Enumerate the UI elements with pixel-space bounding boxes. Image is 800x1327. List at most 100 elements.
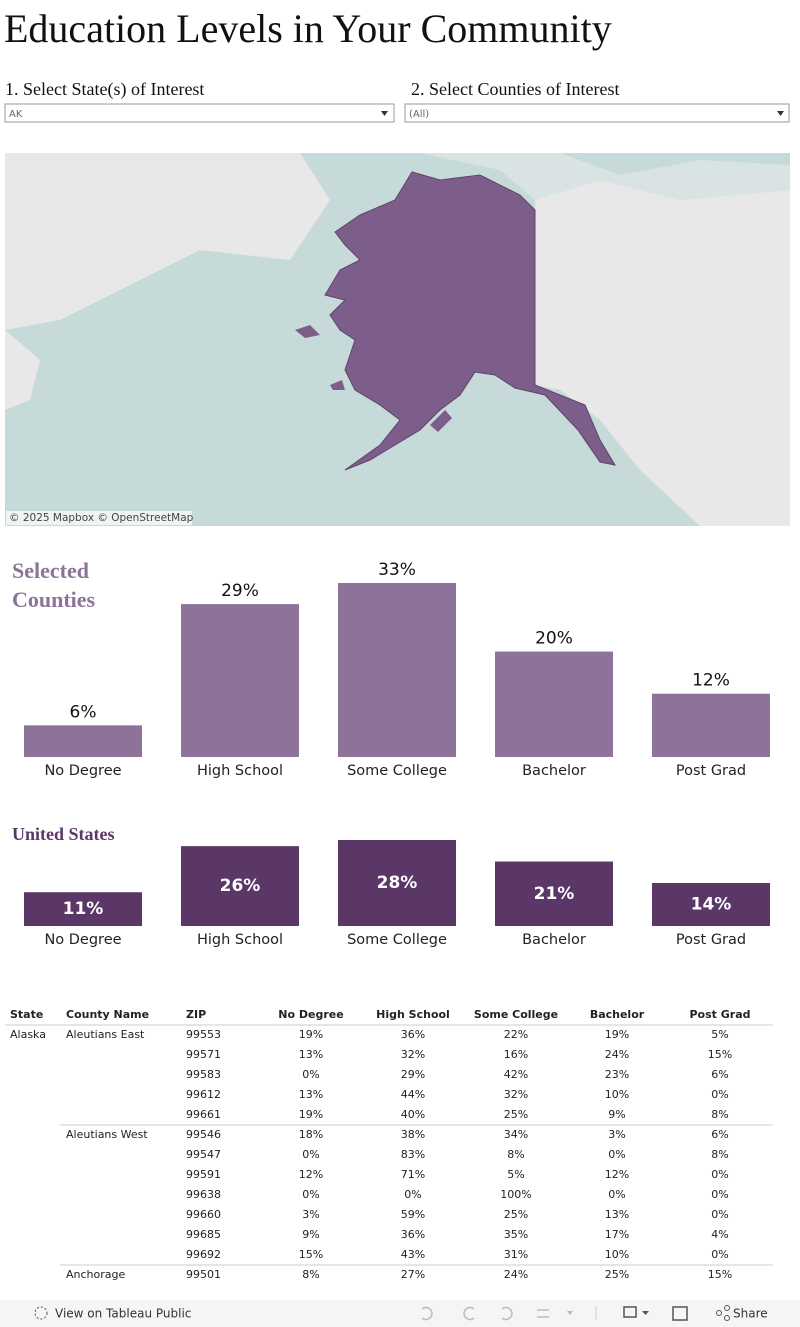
table-cell: 40%	[401, 1108, 425, 1121]
menu-arrow[interactable]	[567, 1311, 573, 1315]
table-cell: 35%	[504, 1228, 528, 1241]
value-label: 14%	[691, 895, 732, 915]
dropdown-arrow[interactable]	[381, 111, 388, 116]
table-cell: 10%	[605, 1088, 629, 1101]
table-cell: 99685	[186, 1228, 221, 1241]
table-cell: 0%	[404, 1188, 421, 1201]
map-region[interactable]	[295, 325, 320, 338]
bar	[338, 583, 456, 757]
dropdown[interactable]: AK	[4, 103, 395, 123]
value-label: 20%	[535, 629, 573, 649]
table-cell: 44%	[401, 1088, 425, 1101]
table-cell: 0%	[711, 1088, 728, 1101]
table-cell: 25%	[504, 1108, 528, 1121]
dropdown-box[interactable]	[404, 103, 790, 123]
bar	[338, 840, 456, 926]
bar	[652, 693, 770, 757]
table-cell: 8%	[507, 1148, 524, 1161]
charts: Selected Counties 6% No Degree 29% High Scho…	[12, 558, 770, 948]
table-cell: 6%	[711, 1128, 728, 1141]
table-cell: 99571	[186, 1048, 221, 1061]
table-cell: 5%	[507, 1168, 524, 1181]
table-cell: 8%	[711, 1108, 728, 1121]
table-cell: 29%	[401, 1068, 425, 1081]
bar	[181, 604, 299, 757]
download-icon[interactable]	[623, 1306, 637, 1318]
map-region[interactable]	[430, 410, 452, 432]
table-cell: 13%	[299, 1048, 323, 1061]
table-cell: 9%	[608, 1108, 625, 1121]
table-cell: 0%	[711, 1208, 728, 1221]
dropdown-arrow[interactable]	[777, 111, 784, 116]
category-label: Post Grad	[676, 763, 746, 779]
dropdown-value[interactable]: AK	[9, 109, 23, 120]
share-icon[interactable]	[724, 1315, 730, 1321]
table-cell: 0%	[302, 1188, 319, 1201]
state-cell: Alaska	[10, 1028, 46, 1041]
table-cell: 71%	[401, 1168, 425, 1181]
table-cell: 99612	[186, 1088, 221, 1101]
category-label: Bachelor	[522, 932, 586, 948]
value-label: 21%	[534, 884, 575, 904]
bar	[495, 651, 613, 757]
chart-title-box: Selected Counties	[12, 558, 95, 612]
column-header: County Name	[66, 1008, 149, 1021]
footer-link[interactable]: View on Tableau Public	[55, 1307, 191, 1321]
table-cell: 15%	[299, 1248, 323, 1261]
table-cell: 0%	[302, 1148, 319, 1161]
table-cell: 3%	[608, 1128, 625, 1141]
menu-arrow[interactable]	[642, 1311, 649, 1315]
value-label: 26%	[220, 876, 261, 896]
table-cell: 36%	[401, 1028, 425, 1041]
column-header: No Degree	[278, 1008, 343, 1021]
filter-label: 2. Select Counties of Interest	[411, 79, 619, 99]
table-cell: 25%	[605, 1268, 629, 1281]
column-header: Bachelor	[590, 1008, 645, 1021]
dropdown-box[interactable]	[4, 103, 395, 123]
table-cell: 99591	[186, 1168, 221, 1181]
share-icon[interactable]	[724, 1305, 730, 1311]
table-cell: 19%	[605, 1028, 629, 1041]
table-cell: 99583	[186, 1068, 221, 1081]
table-cell: 18%	[299, 1128, 323, 1141]
category-label: No Degree	[44, 932, 121, 948]
redo-icon[interactable]	[463, 1306, 475, 1321]
fullscreen-icon[interactable]	[672, 1306, 688, 1321]
dropdown-value[interactable]: (All)	[409, 109, 429, 120]
map-region[interactable]	[324, 171, 617, 471]
chart-title: United States	[12, 824, 115, 844]
table-cell: 99638	[186, 1188, 221, 1201]
map[interactable]: © 2025 Mapbox © OpenStreetMap	[5, 153, 790, 526]
category-label: Some College	[347, 763, 447, 779]
table-cell: 0%	[608, 1188, 625, 1201]
tableau-icon[interactable]	[34, 1306, 48, 1320]
table-cell: 99661	[186, 1108, 221, 1121]
map-region[interactable]	[330, 380, 345, 390]
column-header: High School	[376, 1008, 450, 1021]
table-cell: 99547	[186, 1148, 221, 1161]
table-cell: 6%	[711, 1068, 728, 1081]
column-header: Some College	[474, 1008, 558, 1021]
map-attribution: © 2025 Mapbox © OpenStreetMap	[9, 512, 194, 524]
table-cell: 24%	[605, 1048, 629, 1061]
table-cell: 8%	[711, 1148, 728, 1161]
table-cell: 12%	[299, 1168, 323, 1181]
table-cell: 59%	[401, 1208, 425, 1221]
map-land	[535, 180, 790, 526]
table-cell: 0%	[711, 1188, 728, 1201]
county-cell: Anchorage	[66, 1268, 125, 1281]
chart-title-box: United States	[12, 824, 115, 844]
share-button[interactable]: Share	[733, 1307, 768, 1321]
table-cell: 4%	[711, 1228, 728, 1241]
footer-bar	[0, 1300, 800, 1327]
revert-icon[interactable]	[501, 1306, 513, 1321]
undo-icon[interactable]	[421, 1306, 433, 1321]
map-land	[420, 153, 790, 200]
table-cell: 0%	[302, 1068, 319, 1081]
dropdown[interactable]: (All)	[404, 103, 790, 123]
refresh-icon[interactable]	[537, 1309, 549, 1318]
table-cell: 99501	[186, 1268, 221, 1281]
value-label: 29%	[221, 581, 259, 601]
share-icon[interactable]	[716, 1310, 722, 1316]
